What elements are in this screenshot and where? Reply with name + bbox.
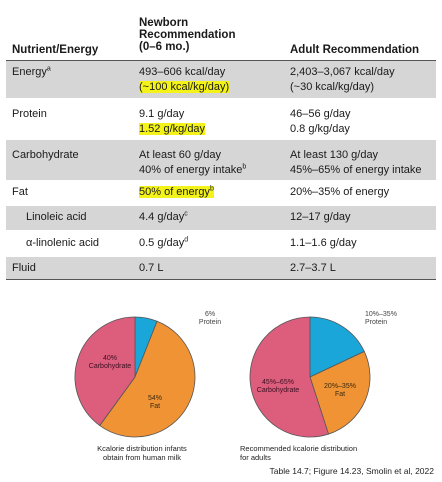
- nutrient-label: Carbohydrate: [12, 149, 79, 161]
- newborn-value: 9.1 g/day: [139, 108, 185, 120]
- newborn-value: At least 60 g/day: [139, 149, 221, 161]
- adult-value: At least 130 g/day: [290, 149, 379, 161]
- pie-slice: [99, 320, 196, 438]
- nutrient-label: Linoleic acid: [26, 211, 87, 223]
- table-row-fat: Fat 50% of energyb 20%–35% of energy: [6, 181, 436, 206]
- footnote-marker: a: [46, 65, 51, 73]
- footnote-marker: d: [184, 236, 189, 244]
- newborn-value-highlighted: (~100 kcal/kg/day): [139, 81, 230, 93]
- table-row-carbohydrate: Carbohydrate At least 60 g/day 40% of en…: [6, 140, 436, 181]
- adult-value: 20%–35% of energy: [290, 186, 390, 198]
- header-nutrient: Nutrient/Energy: [12, 44, 99, 56]
- newborn-value-highlighted: 50% of energy: [139, 186, 210, 198]
- pie-slice-label: 10%–35% Protein: [365, 311, 397, 326]
- pie-charts: 6% Protein 54% Fat 40% Carbohydrate 10%–35% Pr…: [0, 292, 442, 482]
- footnote-marker: c: [184, 210, 188, 218]
- adult-value: 2.7–3.7 L: [290, 262, 336, 274]
- newborn-value: 493–606 kcal/day: [139, 66, 226, 78]
- nutrient-table: Nutrient/Energy Newborn Recommendation (…: [6, 0, 436, 280]
- adult-value: 1.1–1.6 g/day: [290, 237, 357, 249]
- table-row-fluid: Fluid 0.7 L 2.7–3.7 L: [6, 257, 436, 280]
- footnote-marker: b: [242, 163, 247, 171]
- footnote-marker: b: [209, 185, 214, 193]
- nutrient-label: Fat: [12, 186, 28, 198]
- pie-slice-label: 45%–65% Carbohydrate: [257, 379, 300, 394]
- nutrient-label: Energy: [12, 66, 47, 78]
- adult-value: 2,403–3,067 kcal/day: [290, 66, 395, 78]
- pie-slice: [309, 316, 365, 378]
- table-row-energy: Energya 493–606 kcal/day (~100 kcal/kg/d…: [6, 61, 436, 99]
- infant-pie-chart: 6% Protein 54% Fat 40% Carbohydrate: [74, 311, 221, 438]
- newborn-value: 40% of energy intake: [139, 164, 243, 176]
- nutrient-label: α-linolenic acid: [26, 237, 100, 249]
- figure-source: Table 14.7; Figure 14.23, Smolin et al, …: [269, 466, 434, 476]
- pie-slice-label: 20%–35% Fat: [324, 383, 356, 398]
- pie-slice: [74, 316, 136, 427]
- adult-value: 46–56 g/day: [290, 108, 351, 120]
- newborn-value: 0.5 g/day: [139, 237, 185, 249]
- pie-slice: [249, 316, 330, 438]
- adult-value: (~30 kcal/kg/day): [290, 81, 375, 93]
- table-row-protein: Protein 9.1 g/day 1.52 g/kg/day 46–56 g/…: [6, 99, 436, 140]
- adult-pie-caption: Recommended kcalorie distribution for ad…: [240, 444, 358, 462]
- table-header: Nutrient/Energy Newborn Recommendation (…: [6, 0, 436, 61]
- nutrient-label: Fluid: [12, 262, 36, 274]
- table-row-linoleic-acid: Linoleic acid 4.4 g/dayc 12–17 g/day: [6, 206, 436, 231]
- table-row-alpha-linolenic-acid: α-linolenic acid 0.5 g/dayd 1.1–1.6 g/da…: [6, 231, 436, 257]
- infant-pie-caption: Kcalorie distribution infants obtain fro…: [97, 444, 187, 462]
- newborn-value: 0.7 L: [139, 262, 164, 274]
- nutrient-label: Protein: [12, 108, 47, 120]
- pie-slice: [309, 350, 371, 435]
- pie-slice-label: 6% Protein: [199, 311, 221, 326]
- newborn-value: 4.4 g/day: [139, 211, 185, 223]
- newborn-value-highlighted: 1.52 g/kg/day: [139, 123, 206, 135]
- pie-slice-label: 40% Carbohydrate: [89, 355, 132, 370]
- adult-value: 45%–65% of energy intake: [290, 164, 422, 176]
- adult-value: 12–17 g/day: [290, 211, 351, 223]
- pie-slice-label: 54% Fat: [148, 395, 162, 410]
- adult-pie-chart: 10%–35% Protein 20%–35% Fat 45%–65% Carbohydr…: [249, 311, 397, 438]
- adult-value: 0.8 g/kg/day: [290, 123, 350, 135]
- header-newborn: Newborn Recommendation (0–6 mo.): [139, 17, 236, 53]
- header-adult: Adult Recommendation: [290, 44, 420, 56]
